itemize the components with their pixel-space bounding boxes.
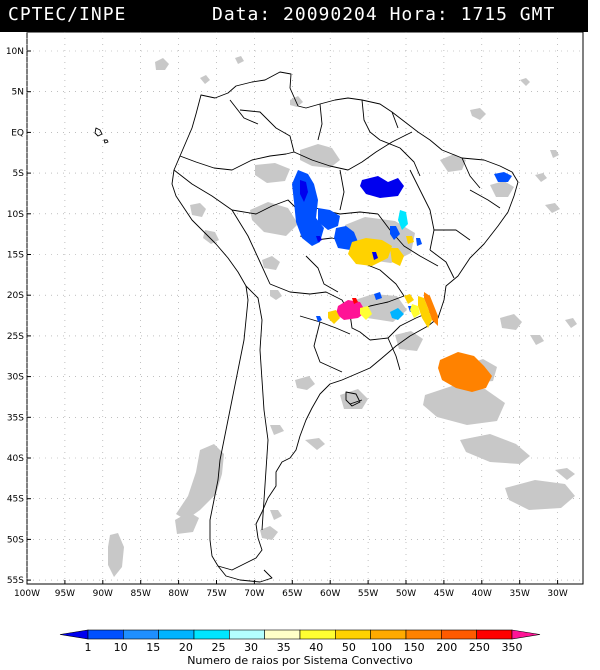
map-frame <box>26 31 584 585</box>
colorbar-segment <box>264 629 301 640</box>
lat-label: 25S <box>7 332 24 342</box>
coastlines-and-borders <box>94 71 519 583</box>
colorbar-label: 30 <box>244 641 258 654</box>
colorbar: 1 10 15 20 25 30 35 40 50 100 150 200 250 350 <box>59 629 541 654</box>
lat-label: 30S <box>7 373 24 383</box>
lon-label: 45W <box>434 589 454 599</box>
date-value: 20090204 <box>283 4 378 25</box>
lon-label: 50W <box>396 589 416 599</box>
colorbar-label: 40 <box>309 641 323 654</box>
colorbar-segment <box>405 629 442 640</box>
lon-label: 40W <box>472 589 492 599</box>
lat-label: 10N <box>6 47 24 57</box>
colorbar-segment <box>299 629 336 640</box>
lightning-systems <box>292 170 512 392</box>
lon-label: 85W <box>131 589 151 599</box>
lon-label: 65W <box>282 589 302 599</box>
lat-label: EQ <box>11 128 24 138</box>
colorbar-label: 50 <box>342 641 356 654</box>
colorbar-segment <box>59 629 89 640</box>
colorbar-segment <box>441 629 477 640</box>
hour-value: 1715 GMT <box>460 4 556 25</box>
lat-label: 35S <box>7 413 24 423</box>
colorbar-segment <box>476 629 513 640</box>
lat-label: 40S <box>7 454 24 464</box>
colorbar-label: 250 <box>469 641 490 654</box>
datetime-title: Data: 20090204 Hora: 1715 GMT <box>212 4 555 25</box>
colorbar-label: 200 <box>436 641 457 654</box>
agency-title: CPTEC/INPE <box>8 4 127 25</box>
title-bar: CPTEC/INPE Data: 20090204 Hora: 1715 GMT <box>0 0 588 32</box>
colorbar-label: 350 <box>502 641 523 654</box>
lat-label: 10S <box>7 210 24 220</box>
lon-label: 80W <box>168 589 188 599</box>
colorbar-label: 150 <box>404 641 425 654</box>
lon-label: 70W <box>244 589 264 599</box>
colorbar-segment <box>87 629 124 640</box>
colorbar-segment <box>229 629 265 640</box>
lon-label: 75W <box>206 589 226 599</box>
lon-label: 55W <box>358 589 378 599</box>
colorbar-segment <box>158 629 195 640</box>
lon-label: 100W <box>14 589 40 599</box>
colorbar-segment <box>511 629 541 640</box>
colorbar-label: 20 <box>179 641 193 654</box>
date-label: Data: <box>212 4 272 25</box>
lon-label: 30W <box>547 589 567 599</box>
colorbar-label: 100 <box>371 641 392 654</box>
colorbar-label: 35 <box>277 641 291 654</box>
colorbar-segment <box>335 629 371 640</box>
lat-label: 5N <box>12 88 24 98</box>
colorbar-segment <box>123 629 159 640</box>
lat-label: 15S <box>7 251 24 261</box>
colorbar-label: 10 <box>114 641 128 654</box>
lon-label: 95W <box>55 589 75 599</box>
lat-label: 20S <box>7 291 24 301</box>
lon-label: 90W <box>93 589 113 599</box>
colorbar-label: 25 <box>211 641 225 654</box>
lat-label: 45S <box>7 495 24 505</box>
colorbar-label: 15 <box>146 641 160 654</box>
lat-label: 5S <box>13 169 25 179</box>
lat-label: 55S <box>7 576 24 586</box>
colorbar-label: 1 <box>85 641 92 654</box>
colorbar-segment <box>193 629 230 640</box>
lon-label: 35W <box>510 589 530 599</box>
axis-labels: 10N 5N EQ 5S 10S 15S 20S 25S 30S 35S 40S 45S 50S 55S 1… <box>6 47 568 599</box>
lat-label: 50S <box>7 535 24 545</box>
colorbar-segment <box>370 629 407 640</box>
lon-label: 60W <box>320 589 340 599</box>
colorbar-caption: Numero de raios por Sistema Convectivo <box>187 654 413 667</box>
hour-label: Hora: <box>389 4 449 25</box>
